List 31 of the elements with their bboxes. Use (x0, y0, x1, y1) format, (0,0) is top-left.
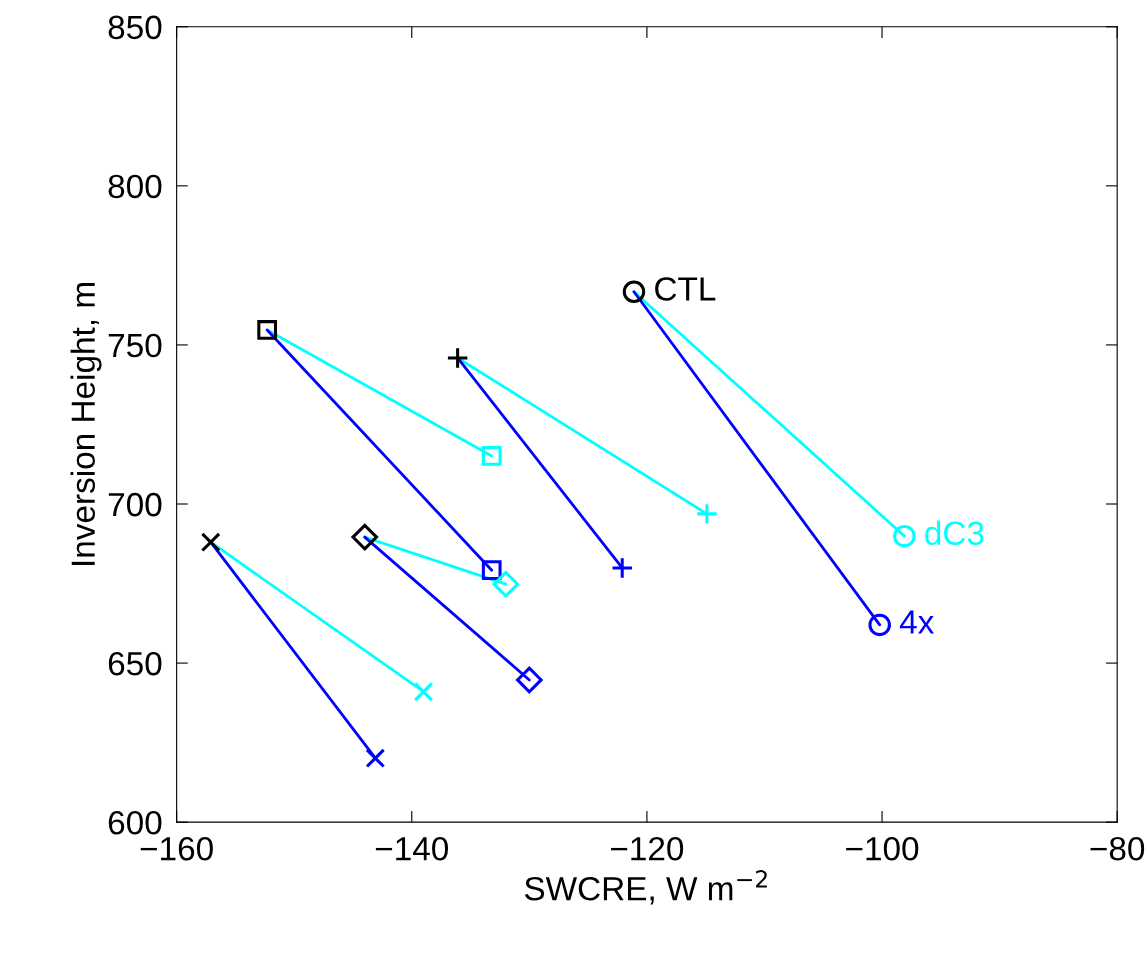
x-axis-title: SWCRE, W m$^{−2}$ (524, 870, 767, 905)
series-label: 4x (899, 610, 934, 634)
point (481, 560, 502, 581)
point (413, 681, 434, 702)
series-label: CTL (655, 277, 716, 301)
y-tick-label: 800 (108, 174, 162, 199)
point (351, 523, 379, 551)
series-label: dC3 (925, 520, 984, 546)
x-tick-label: −160 (140, 836, 213, 861)
point (622, 280, 646, 304)
point (365, 748, 386, 769)
point (481, 446, 502, 466)
y-tick-label: 600 (108, 810, 162, 835)
y-axis-title: Inversion Height, m (70, 283, 102, 565)
point (695, 502, 719, 526)
point (492, 570, 520, 598)
x-tick-label: −100 (846, 836, 919, 861)
point (446, 346, 469, 370)
x-tick-label: −120 (611, 836, 684, 861)
point (868, 613, 891, 637)
y-tick-label: 750 (108, 333, 162, 358)
point (516, 666, 543, 694)
y-tick-label: 650 (108, 651, 162, 676)
x-tick-label: −140 (375, 836, 449, 861)
x-tick-label: −80 (1090, 836, 1145, 861)
y-tick-label: 700 (108, 492, 162, 517)
point (200, 532, 221, 553)
point (610, 556, 634, 580)
y-tick-label: 850 (108, 15, 162, 40)
point (257, 320, 278, 340)
point (893, 524, 916, 548)
